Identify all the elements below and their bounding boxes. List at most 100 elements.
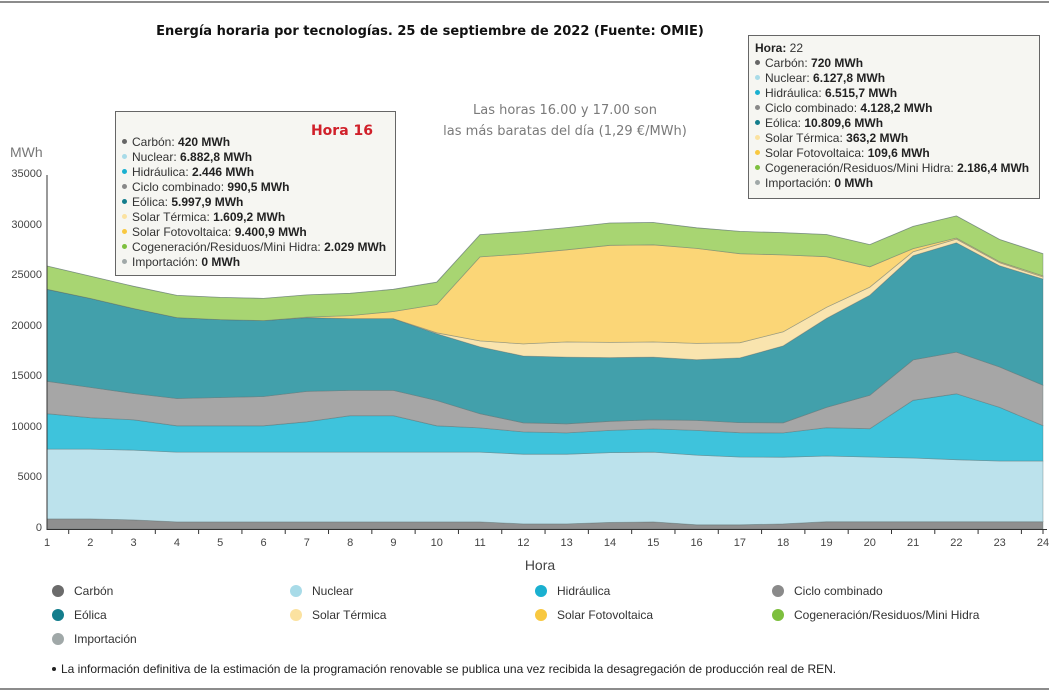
tooltip-row-label: Cogeneración/Residuos/Mini Hidra: <box>132 240 325 254</box>
x-tick-label: 9 <box>390 537 397 549</box>
tooltip-hour-22-rows: Carbón: 720 MWh Nuclear: 6.127,8 MWh Hidrá… <box>755 56 1033 191</box>
legend-label: Importación <box>74 632 137 646</box>
tooltip-row-value: 109,6 MWh <box>867 146 930 160</box>
tooltip-hour-16-title: Hora 16 <box>310 123 373 139</box>
legend-swatch-icon <box>535 584 547 597</box>
legend-label: Solar Térmica <box>312 608 387 622</box>
series-dot-icon <box>122 154 127 160</box>
series-dot-icon <box>122 184 127 190</box>
legend-swatch-icon <box>772 584 784 597</box>
legend-item[interactable]: Carbón <box>52 583 113 599</box>
series-dot-icon <box>755 165 760 171</box>
series-dot-icon <box>122 229 127 235</box>
tooltip-row: Eólica: 10.809,6 MWh <box>755 116 1033 131</box>
legend-swatch-icon <box>772 608 784 621</box>
tooltip-hour-22: Hora: 22 Carbón: 720 MWh Nuclear: 6.127,8… <box>748 35 1040 199</box>
tooltip-row: Hidráulica: 6.515,7 MWh <box>755 86 1033 101</box>
area-series-nuclear[interactable] <box>46 448 1044 526</box>
x-tick-label: 1 <box>43 537 51 549</box>
tooltip-row-value: 420 MWh <box>178 135 231 149</box>
footnote: La información definitiva de la estimaci… <box>52 662 836 676</box>
tooltip-row: Carbón: 420 MWh <box>122 135 389 150</box>
x-tick-label: 3 <box>130 537 137 549</box>
tooltip-row-label: Carbón: <box>765 56 812 70</box>
chart-title: Energía horaria por tecnologías. 25 de s… <box>156 24 704 39</box>
area-series-group <box>46 215 1044 530</box>
x-tick-label: 8 <box>347 537 354 549</box>
series-dot-icon <box>755 150 760 156</box>
x-tick-label: 2 <box>87 537 94 549</box>
legend-item[interactable]: Importación <box>52 631 137 647</box>
y-tick-label: 0 <box>35 522 42 534</box>
series-dot-icon <box>755 180 760 186</box>
legend-item[interactable]: Eólica <box>52 607 107 623</box>
tooltip-row-label: Importación: <box>132 255 202 269</box>
annotation-line-1: Las horas 16.00 y 17.00 son <box>472 103 657 118</box>
tooltip-row-label: Solar Fotovoltaica: <box>765 146 868 160</box>
tooltip-row-label: Ciclo combinado: <box>132 180 228 194</box>
series-dot-icon <box>122 214 127 220</box>
x-tick-label: 19 <box>820 537 833 549</box>
legend-swatch-icon <box>52 608 64 621</box>
y-tick-label: 5000 <box>17 471 42 484</box>
x-tick-label: 22 <box>950 537 963 549</box>
legend-item[interactable]: Ciclo combinado <box>772 583 883 599</box>
tooltip-row-label: Solar Térmica: <box>765 131 847 145</box>
bullet-icon <box>52 666 56 671</box>
legend-item[interactable]: Nuclear <box>290 583 353 599</box>
tooltip-row: Cogeneración/Residuos/Mini Hidra: 2.029 … <box>122 240 389 255</box>
legend-item[interactable]: Solar Térmica <box>290 607 386 623</box>
legend-item[interactable]: Hidráulica <box>535 583 610 599</box>
tooltip-row-label: Solar Fotovoltaica: <box>132 225 235 239</box>
y-tick-label: 10000 <box>11 420 42 433</box>
x-tick-label: 20 <box>863 537 876 549</box>
legend-item[interactable]: Cogeneración/Residuos/Mini Hidra <box>772 607 979 623</box>
tooltip-row-value: 6.127,8 MWh <box>813 71 886 85</box>
tooltip-row-label: Carbón: <box>132 135 179 149</box>
series-dot-icon <box>755 75 760 81</box>
tooltip-row-value: 0 MWh <box>834 176 874 190</box>
top-divider <box>0 1 1049 3</box>
x-tick-label: 24 <box>1036 537 1049 549</box>
tooltip-row-value: 6.882,8 MWh <box>180 150 253 164</box>
legend-label: Hidráulica <box>557 584 611 598</box>
tooltip-row: Importación: 0 MWh <box>755 176 1033 191</box>
series-dot-icon <box>755 105 760 111</box>
tooltip-row-value: 6.515,7 MWh <box>825 86 898 100</box>
cheapest-hours-annotation: Las horas 16.00 y 17.00 son las más bara… <box>400 100 730 142</box>
tooltip-row: Solar Fotovoltaica: 109,6 MWh <box>755 146 1033 161</box>
x-tick-label: 15 <box>647 537 660 549</box>
tooltip-row-value: 9.400,9 MWh <box>234 225 307 239</box>
tooltip-hour-22-title: Hora: 22 <box>755 41 804 55</box>
tooltip-row-label: Cogeneración/Residuos/Mini Hidra: <box>765 161 958 175</box>
legend-label: Ciclo combinado <box>794 584 883 598</box>
legend-item[interactable]: Solar Fotovoltaica <box>535 607 653 623</box>
tooltip-row-value: 720 MWh <box>811 56 864 70</box>
x-tick-label: 13 <box>560 537 573 549</box>
x-tick-label: 10 <box>430 537 443 549</box>
tooltip-row-value: 2.446 MWh <box>192 165 255 179</box>
tooltip-row: Cogeneración/Residuos/Mini Hidra: 2.186,… <box>755 161 1033 176</box>
series-dot-icon <box>122 199 127 205</box>
tooltip-row-label: Eólica: <box>132 195 172 209</box>
legend-label: Cogeneración/Residuos/Mini Hidra <box>794 608 980 622</box>
series-dot-icon <box>755 90 760 96</box>
annotation-line-2: las más baratas del día (1,29 €/MWh) <box>443 124 687 139</box>
tooltip-row-label: Hidráulica: <box>765 86 826 100</box>
area-series-importación[interactable] <box>46 215 1044 299</box>
x-tick-label: 23 <box>993 537 1006 549</box>
x-tick-label: 14 <box>603 537 617 549</box>
series-dot-icon <box>755 60 760 66</box>
tooltip-row-value: 363,2 MWh <box>846 131 909 145</box>
y-tick-label: 30000 <box>11 218 42 231</box>
x-tick-label: 6 <box>260 537 267 549</box>
series-dot-icon <box>755 135 760 141</box>
series-dot-icon <box>755 120 760 126</box>
series-dot-icon <box>122 169 127 175</box>
tooltip-row-label: Hidráulica: <box>132 165 193 179</box>
area-series-cogeneración-residuos-mini-hidra[interactable] <box>46 215 1044 322</box>
y-tick-label: 20000 <box>11 319 42 332</box>
tooltip-row: Nuclear: 6.127,8 MWh <box>755 71 1033 86</box>
legend-swatch-icon <box>290 584 302 597</box>
tooltip-row-label: Solar Térmica: <box>132 210 214 224</box>
